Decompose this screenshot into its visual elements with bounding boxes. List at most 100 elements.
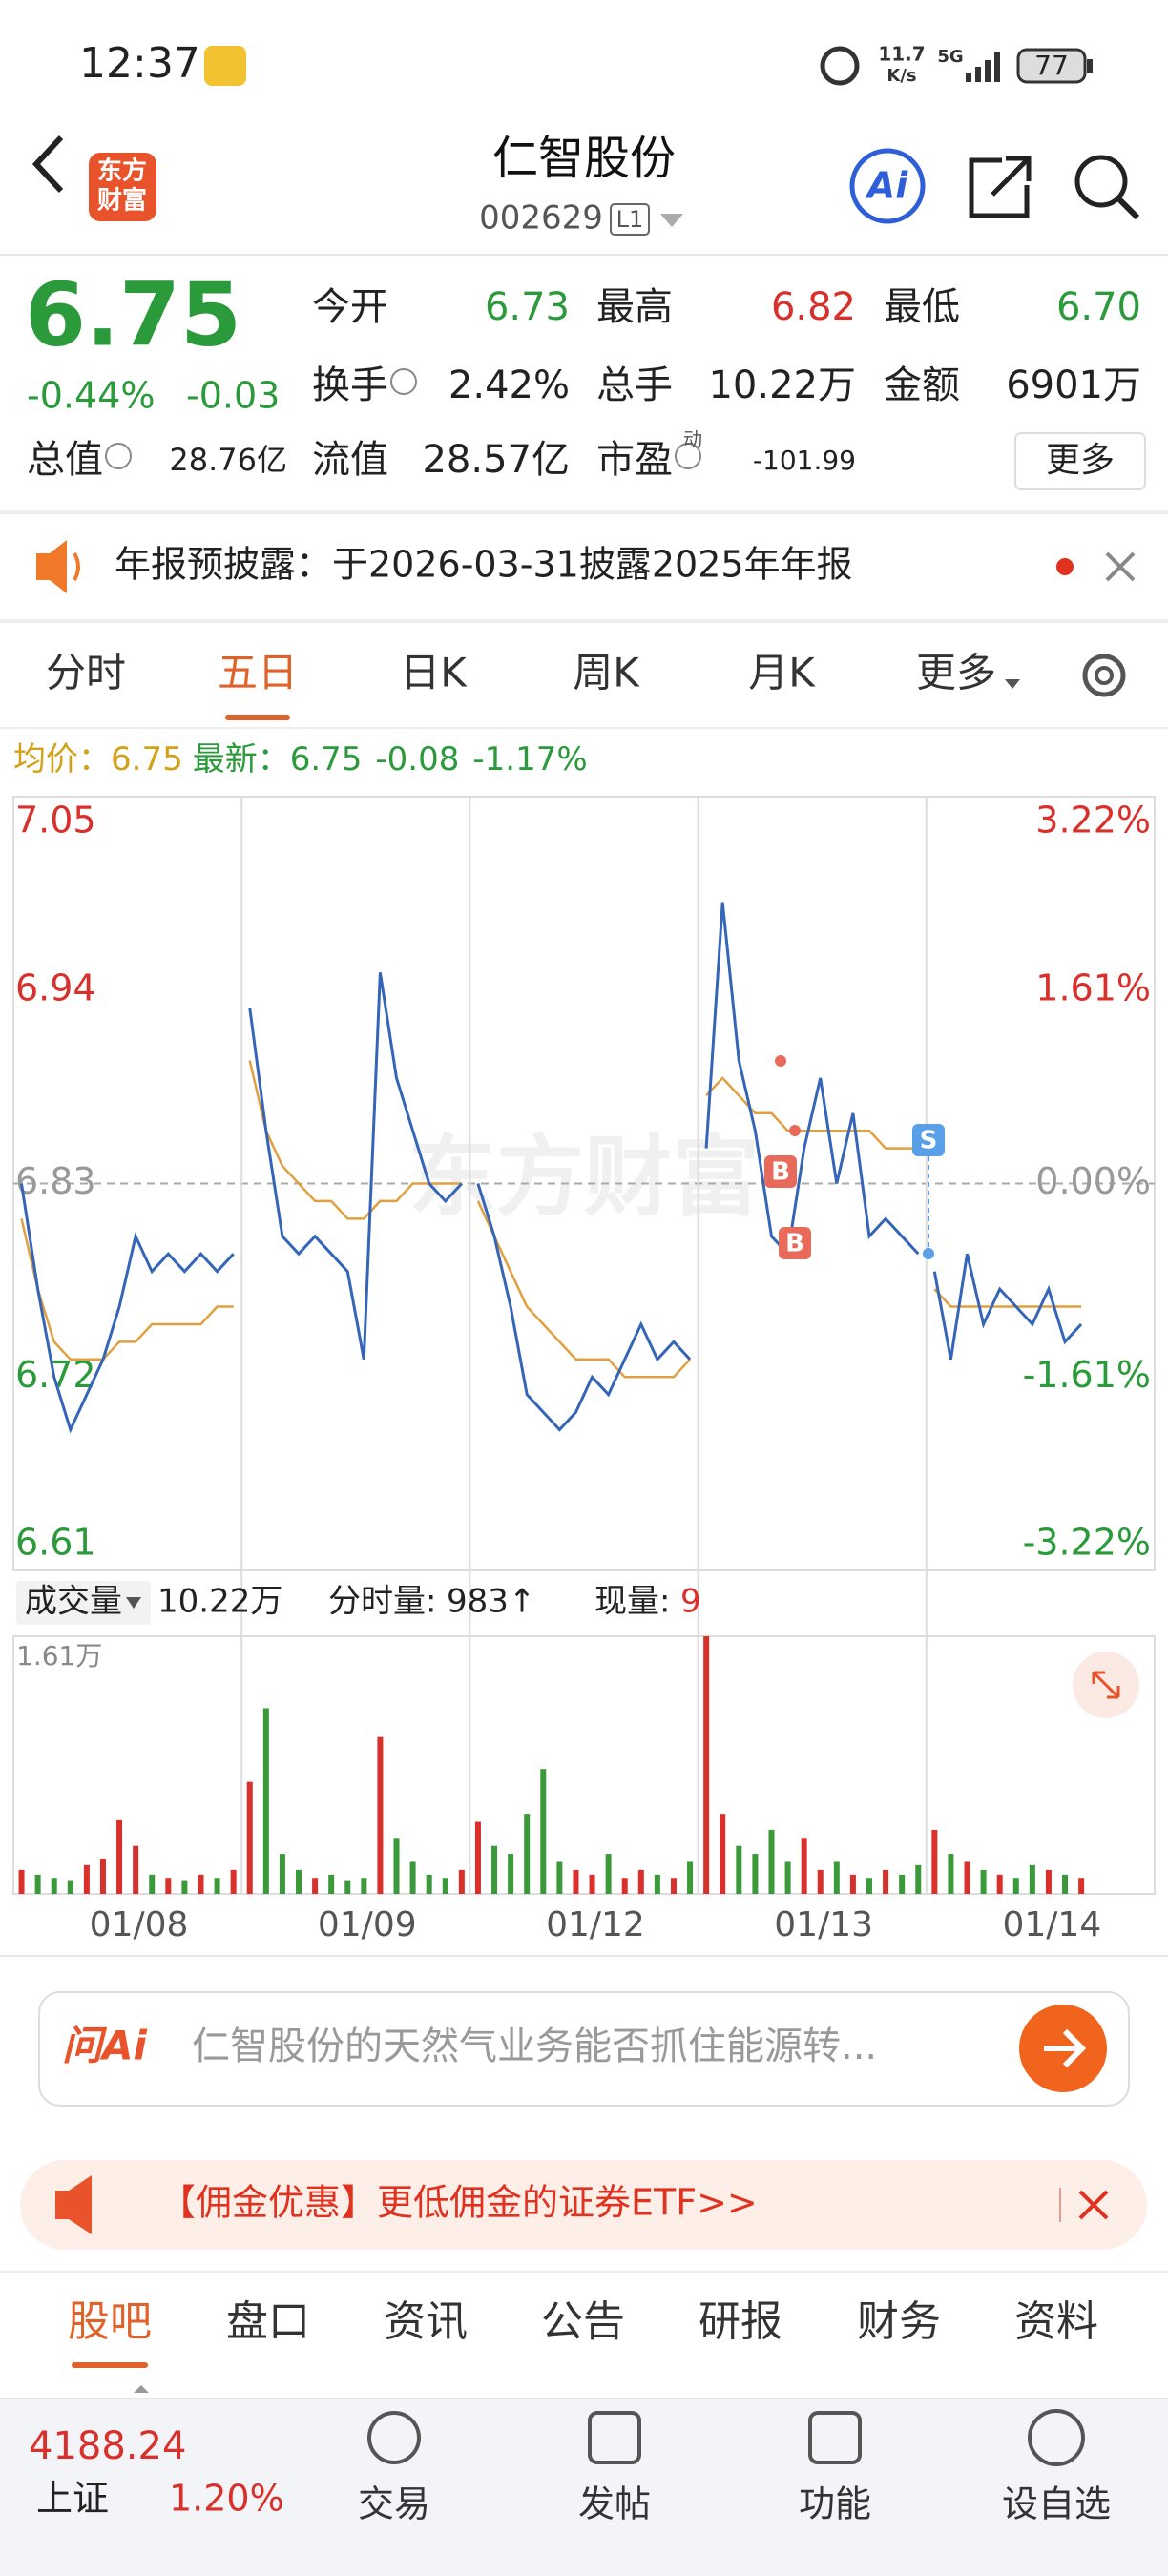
bottom-nav — [0, 2398, 1168, 2576]
more-button[interactable] — [1014, 432, 1146, 490]
volume-bar — [296, 1869, 302, 1894]
nav-label[interactable]: 发帖 — [578, 2483, 651, 2525]
content-tab[interactable]: 资讯 — [384, 2297, 468, 2346]
trade-mark-label: B — [785, 1230, 804, 1258]
last-label: 最新： — [193, 740, 290, 779]
volume-bar — [442, 1878, 448, 1894]
more-label: 更多 — [1046, 441, 1115, 480]
volume-bar — [573, 1869, 579, 1894]
index-change: 1.20% — [169, 2478, 284, 2520]
volume-bar — [866, 1878, 872, 1894]
alarm-icon — [820, 46, 860, 86]
nav-label[interactable]: 交易 — [358, 2483, 430, 2525]
volume-bar — [996, 1874, 1003, 1894]
search-button[interactable] — [1074, 155, 1128, 208]
avg-line — [705, 1076, 919, 1150]
divider — [0, 510, 1168, 514]
settings-button[interactable] — [1082, 654, 1126, 697]
close-promo[interactable] — [1078, 2190, 1109, 2220]
divider — [0, 254, 1168, 256]
volume-bar — [964, 1861, 970, 1894]
content-tab[interactable]: 研报 — [699, 2297, 782, 2346]
tab-underline — [225, 715, 290, 720]
volume-bar — [491, 1845, 498, 1894]
mark-dot — [775, 1055, 786, 1067]
promo-bar[interactable] — [20, 2160, 1147, 2250]
nav-label[interactable]: 功能 — [799, 2483, 871, 2525]
avg-line — [476, 1200, 692, 1379]
volume-bar — [458, 1869, 465, 1894]
ask-ai-box[interactable] — [38, 1991, 1130, 2107]
tab[interactable]: 日K — [400, 650, 468, 696]
field-value: 6.70 — [1056, 285, 1141, 329]
battery-level: 77 — [1034, 50, 1069, 81]
volume-bar — [508, 1854, 514, 1894]
tab[interactable]: 周K — [573, 650, 640, 696]
pct-tick-label: -3.22% — [1023, 1522, 1151, 1564]
app-icon — [204, 46, 246, 86]
field-value: 6.82 — [771, 285, 856, 329]
field-label: 总手 — [596, 364, 673, 407]
volume-bar — [915, 1864, 922, 1894]
index-name: 上证 — [36, 2478, 109, 2520]
volume-bar — [426, 1874, 432, 1894]
share-button[interactable] — [969, 156, 1032, 218]
volume-bar — [540, 1769, 547, 1894]
content-tab[interactable]: 财务 — [857, 2297, 941, 2346]
tab[interactable]: 分时 — [46, 650, 126, 696]
speaker-wave — [73, 552, 80, 581]
y-tick-label: 6.61 — [15, 1522, 96, 1564]
volume-selector[interactable] — [16, 1581, 151, 1625]
unread-dot — [1056, 558, 1074, 575]
tab[interactable]: 月K — [748, 650, 816, 696]
volume-bar — [817, 1869, 824, 1894]
nav-icon — [1028, 2409, 1085, 2466]
volume-bar — [1045, 1869, 1052, 1894]
info-icon — [105, 443, 132, 469]
promo-text: 【佣金优惠】更低佣金的证券ETF>> — [159, 2182, 758, 2224]
dropdown[interactable] — [660, 214, 683, 227]
expand-icon — [1092, 1671, 1120, 1699]
price-line — [476, 1183, 692, 1432]
back-button[interactable] — [31, 135, 64, 194]
volume-bar — [833, 1861, 840, 1894]
volume-bar — [198, 1874, 204, 1894]
y-tick-label: 6.83 — [15, 1160, 96, 1202]
pct-tick-label: 3.22% — [1035, 800, 1151, 841]
content-tab[interactable]: 公告 — [541, 2297, 625, 2346]
volume-bar — [116, 1819, 123, 1894]
volume-bar — [165, 1878, 172, 1894]
volume-bar — [99, 1859, 106, 1894]
tab[interactable]: 更多 — [916, 650, 996, 696]
summary: 均价：6.75 最新：6.75 -0.08 -1.17% — [13, 740, 588, 779]
content-tab[interactable]: 股吧 — [68, 2297, 152, 2346]
volume-bar — [279, 1854, 285, 1894]
price-line — [20, 1183, 235, 1434]
volume-bar — [181, 1880, 188, 1894]
nav-label[interactable]: 设自选 — [1002, 2483, 1111, 2525]
index-value[interactable]: 4188.24 — [29, 2424, 186, 2468]
close-notice[interactable] — [1105, 551, 1136, 582]
info-icon — [675, 443, 701, 469]
trade-mark — [912, 1124, 945, 1156]
field-label: 最高 — [596, 285, 673, 329]
volume-bar — [899, 1874, 906, 1894]
ai-button[interactable] — [849, 148, 926, 224]
network: 5G — [937, 47, 963, 67]
ai-label: Ai — [865, 165, 908, 207]
notice[interactable]: 年报预披露：于2026-03-31披露2025年年报 — [115, 544, 853, 586]
content-tab[interactable]: 盘口 — [226, 2297, 310, 2346]
pct-tick-label: 0.00% — [1035, 1160, 1151, 1202]
field-value: 28.57亿 — [422, 438, 570, 482]
tab[interactable]: 五日 — [218, 650, 298, 696]
volume-bar — [262, 1708, 269, 1894]
net-speed: 11.7 — [878, 43, 925, 66]
volume-title: 成交量 — [25, 1583, 122, 1621]
volume-bar — [393, 1838, 400, 1894]
field-label: 流值 — [312, 438, 388, 482]
nav-border — [0, 2398, 1168, 2399]
volume-bar — [230, 1869, 237, 1894]
content-tab[interactable]: 资料 — [1014, 2297, 1098, 2346]
x-tick-label: 01/08 — [90, 1905, 189, 1944]
now-volume: 9 — [680, 1583, 701, 1621]
